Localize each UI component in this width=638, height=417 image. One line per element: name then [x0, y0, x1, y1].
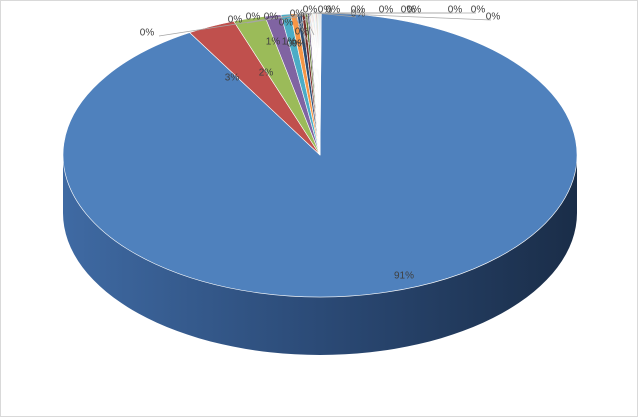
data-label-3: 1% [266, 37, 281, 48]
data-label-5: 0% [292, 39, 307, 50]
data-label-11: 0% [264, 12, 279, 23]
leader-line-7 [303, 13, 315, 36]
data-label-0: 91% [394, 271, 414, 282]
data-label-9: 0% [228, 15, 243, 26]
data-label-2: 2% [259, 68, 274, 79]
leader-line-10 [264, 12, 310, 21]
data-label-6: 0% [287, 39, 302, 50]
pie-side-0 [63, 155, 577, 355]
data-label-22: 0% [448, 5, 463, 16]
data-label-10: 0% [246, 12, 261, 23]
leader-line-8 [158, 12, 307, 37]
leader-line-18 [315, 12, 357, 18]
data-label-16: 0% [326, 5, 341, 16]
leader-line-12 [297, 12, 312, 27]
data-label-7: 0% [295, 27, 310, 38]
leader-line-6 [299, 13, 307, 48]
data-label-4: 1% [282, 37, 297, 48]
data-label-23: 0% [471, 5, 486, 16]
data-label-17: 0% [351, 5, 366, 16]
data-label-19: 0% [379, 5, 394, 16]
data-label-15: 0% [318, 5, 333, 16]
data-label-14: 0% [303, 5, 318, 16]
pie-slice-0 [62, 12, 578, 298]
data-label-12: 0% [279, 18, 294, 29]
leader-line-11 [282, 12, 311, 21]
data-label-21: 0% [407, 5, 422, 16]
data-label-1: 3% [225, 73, 240, 84]
data-label-8: 0% [140, 28, 155, 39]
leader-line-24 [320, 12, 492, 21]
data-label-24: 0% [486, 12, 501, 23]
data-label-13: 0% [290, 9, 305, 20]
leader-line-13 [308, 12, 313, 18]
data-label-20: 0% [401, 5, 416, 16]
